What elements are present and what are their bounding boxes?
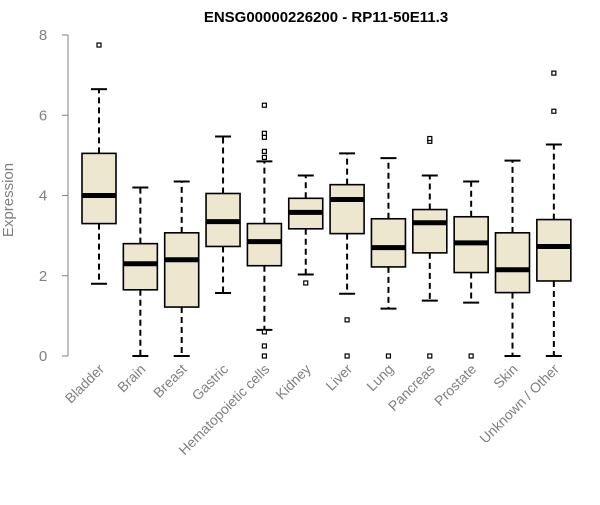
x-tick-label: Liver	[322, 361, 355, 394]
x-tick-label: Lung	[363, 361, 396, 394]
y-tick-label: 0	[39, 348, 47, 365]
box-rect	[246, 222, 283, 267]
outlier-point	[468, 353, 474, 359]
chart-title: ENSG00000226200 - RP11-50E11.3	[204, 9, 448, 26]
outlier-point	[427, 353, 433, 359]
outlier-point	[427, 135, 433, 142]
outlier-point	[261, 343, 267, 349]
boxes-group	[81, 42, 572, 359]
box-1	[122, 186, 159, 357]
x-tick-label: Bladder	[62, 361, 108, 407]
box-rect	[411, 208, 448, 254]
outlier-point	[551, 70, 557, 76]
box-9	[453, 180, 489, 359]
y-tick-label: 8	[39, 27, 47, 44]
outlier-point	[261, 130, 267, 136]
outlier-point	[261, 148, 267, 154]
box-rect	[370, 217, 407, 268]
x-tick-label: Breast	[150, 361, 190, 401]
box-rect	[536, 218, 572, 282]
box-4	[246, 102, 283, 359]
outlier-point	[385, 353, 392, 359]
outlier-point	[96, 42, 102, 48]
box-rect	[329, 183, 365, 235]
box-3	[205, 135, 241, 295]
outlier-point	[261, 102, 267, 108]
box-rect	[163, 232, 200, 308]
outlier-point	[261, 353, 267, 359]
box-11	[536, 70, 572, 357]
box-6	[329, 152, 365, 359]
box-rect	[494, 232, 531, 294]
outlier-point	[261, 134, 267, 140]
y-tick-label: 2	[39, 268, 47, 285]
outlier-point	[303, 280, 309, 286]
outlier-point	[344, 353, 350, 359]
outlier-point	[344, 317, 350, 323]
x-tick-label: Kidney	[272, 361, 314, 403]
outlier-point	[551, 108, 557, 114]
y-tick-label: 6	[39, 107, 47, 124]
outlier-point	[261, 329, 267, 335]
x-tick-label: Brain	[114, 361, 148, 395]
box-2	[163, 180, 200, 357]
y-axis-label: Expression	[0, 163, 17, 237]
y-tick-label: 4	[39, 188, 47, 205]
box-rect	[122, 242, 159, 291]
box-rect	[81, 152, 117, 225]
outlier-point	[261, 154, 267, 160]
box-5	[287, 174, 324, 286]
box-0	[81, 42, 117, 285]
x-tick-label: Prostate	[431, 361, 479, 409]
box-8	[411, 135, 448, 359]
box-7	[370, 157, 407, 359]
box-10	[494, 159, 531, 357]
y-axis: 0 2 4 6 8	[39, 27, 69, 365]
x-tick-label: Skin	[490, 361, 521, 392]
